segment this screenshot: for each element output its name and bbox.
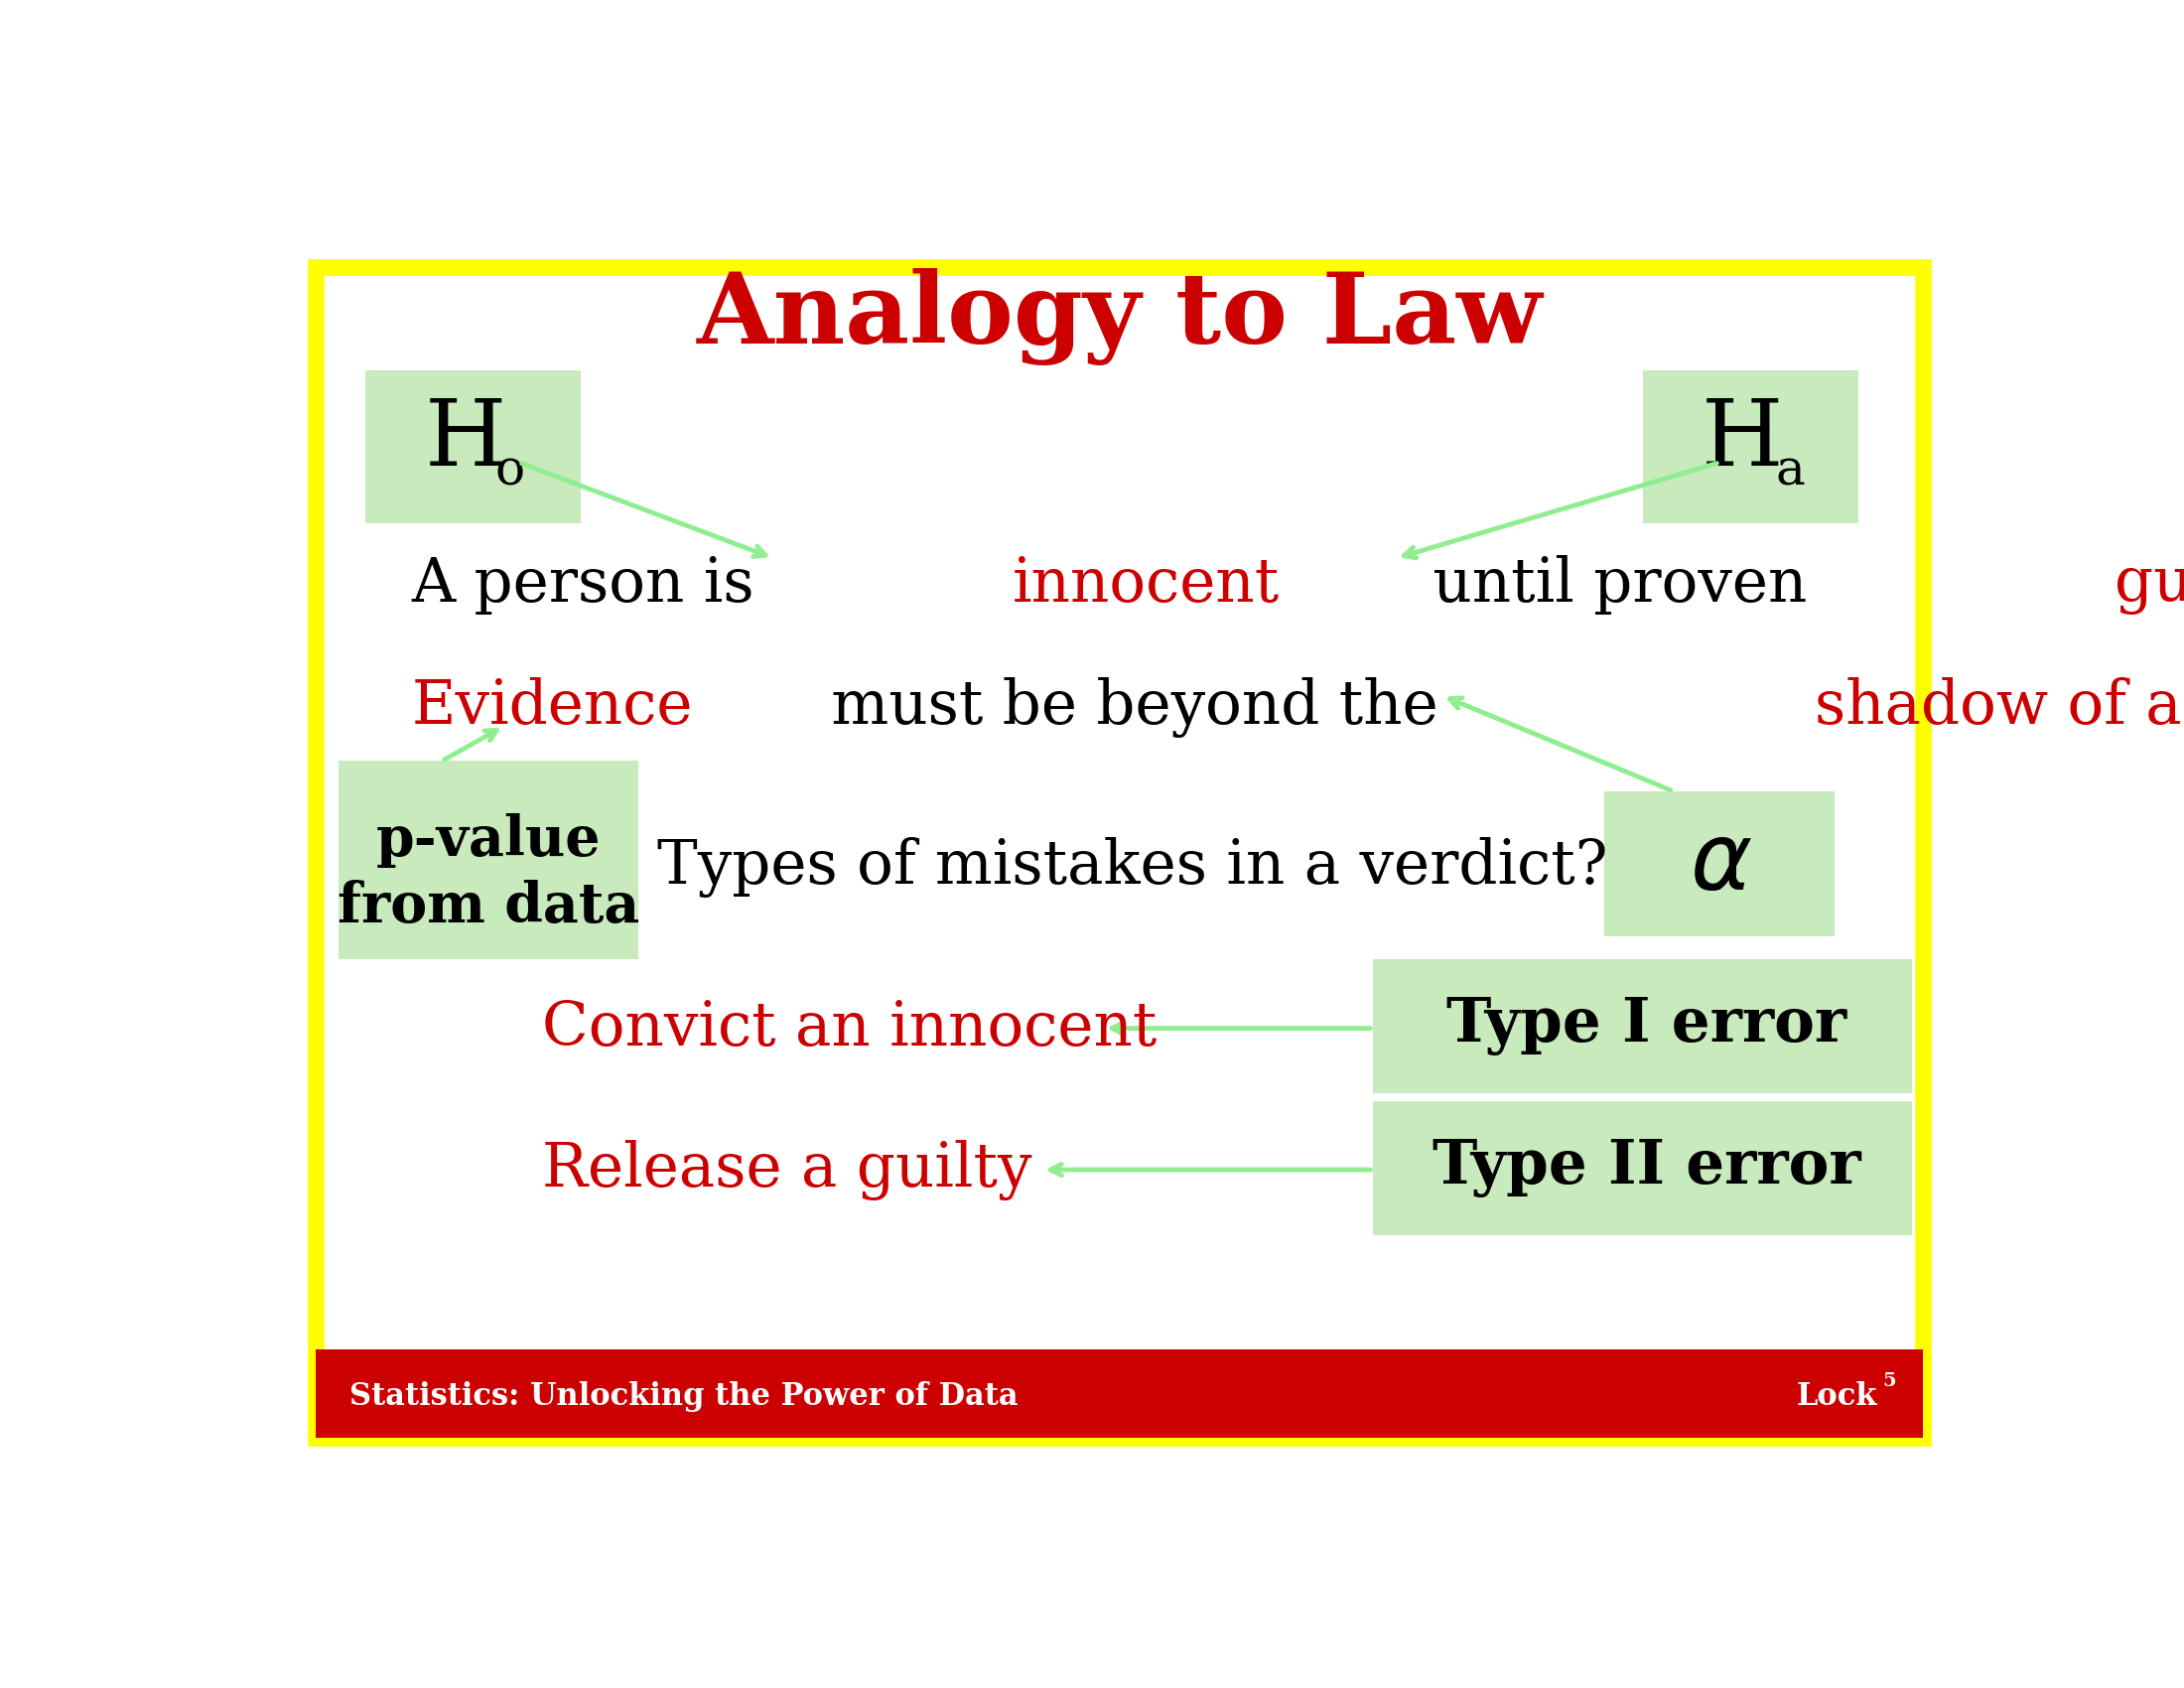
Text: Analogy to Law: Analogy to Law xyxy=(697,268,1542,366)
Text: guilty.: guilty. xyxy=(2114,555,2184,614)
Text: Type II error: Type II error xyxy=(1433,1138,1861,1197)
Text: p-value: p-value xyxy=(376,814,601,868)
Text: H: H xyxy=(424,395,507,484)
Text: o: o xyxy=(496,447,524,496)
FancyBboxPatch shape xyxy=(365,371,581,523)
Text: from data: from data xyxy=(336,879,640,935)
Text: shadow of a doubt.: shadow of a doubt. xyxy=(1815,677,2184,738)
Text: Statistics: Unlocking the Power of Data: Statistics: Unlocking the Power of Data xyxy=(349,1381,1018,1413)
Text: A person is: A person is xyxy=(411,555,773,614)
Text: Lock: Lock xyxy=(1795,1381,1876,1413)
Text: must be beyond the: must be beyond the xyxy=(812,677,1457,738)
FancyBboxPatch shape xyxy=(1642,371,1859,523)
Text: a: a xyxy=(1776,447,1804,496)
Text: Type I error: Type I error xyxy=(1446,996,1845,1055)
FancyBboxPatch shape xyxy=(1603,792,1835,937)
Text: $\alpha$: $\alpha$ xyxy=(1690,819,1752,910)
Text: Evidence: Evidence xyxy=(411,677,692,738)
Text: innocent: innocent xyxy=(1013,555,1280,614)
FancyBboxPatch shape xyxy=(339,761,638,959)
Text: Convict an innocent: Convict an innocent xyxy=(542,999,1158,1058)
Text: until proven: until proven xyxy=(1413,555,1826,614)
FancyBboxPatch shape xyxy=(1374,959,1911,1094)
Text: Types of mistakes in a verdict?: Types of mistakes in a verdict? xyxy=(657,837,1607,898)
FancyBboxPatch shape xyxy=(314,1349,1924,1438)
Text: H: H xyxy=(1701,395,1784,484)
Text: 5: 5 xyxy=(1883,1372,1896,1391)
FancyBboxPatch shape xyxy=(314,267,1924,1438)
FancyBboxPatch shape xyxy=(1374,1101,1911,1234)
Text: Release a guilty: Release a guilty xyxy=(542,1139,1033,1200)
